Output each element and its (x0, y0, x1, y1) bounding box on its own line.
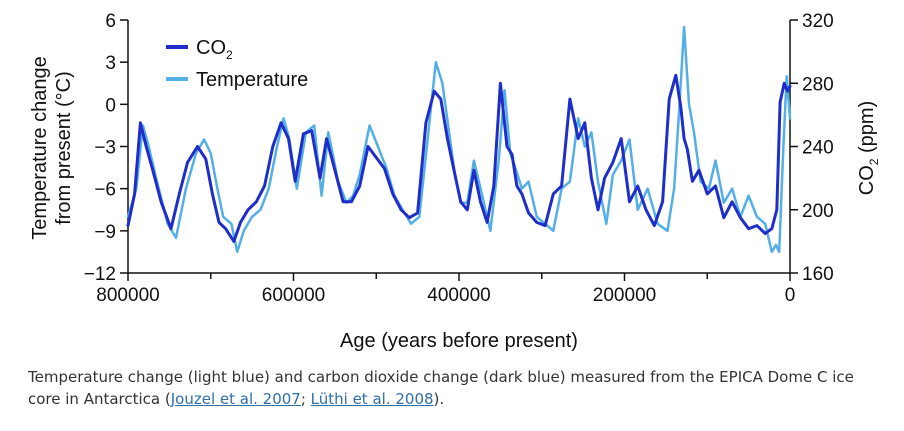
y-left-tick-label: −6 (94, 180, 116, 201)
left-axis-title-line2: from present (°C) (53, 71, 75, 225)
x-tick-label: 0 (785, 285, 796, 306)
x-tick-label: 600000 (262, 285, 325, 306)
citation-link-luthi[interactable]: Lüthi et al. 2008 (310, 390, 434, 408)
caption-text: Temperature change (light blue) and carb… (28, 368, 854, 408)
x-axis-title: Age (years before present) (340, 330, 578, 352)
figure-caption: Temperature change (light blue) and carb… (28, 366, 888, 410)
chart-figure: 6 3 0 −3 −6 −9 −12 320 280 240 200 160 800000 600000 4… (29, 11, 881, 352)
y-right-tick-label: 200 (802, 201, 834, 222)
x-tick-label: 800000 (96, 285, 159, 306)
y-left-tick-label: 0 (105, 95, 116, 116)
series-line-temperature (126, 25, 792, 254)
left-axis-title-line1: Temperature change (29, 56, 51, 239)
y-right-tick-label: 320 (802, 11, 834, 32)
y-left-tick-label: 3 (105, 53, 116, 74)
y-left-tick-label: −3 (94, 138, 116, 159)
citation-link-jouzel[interactable]: Jouzel et al. 2007 (170, 390, 301, 408)
x-tick-label: 200000 (593, 285, 656, 306)
caption-separator: ; (300, 390, 311, 408)
series-line-co2 (126, 73, 792, 243)
y-left-tick-label: −12 (84, 264, 116, 285)
legend-label-co2: CO2 (196, 37, 233, 62)
y-left-tick-label: 6 (105, 11, 116, 32)
legend: CO2 Temperature (166, 37, 308, 91)
y-right-tick-label: 240 (802, 138, 834, 159)
series-layer (126, 25, 792, 254)
x-tick-label: 400000 (427, 285, 490, 306)
right-axis-title: CO2 (ppm) (856, 101, 881, 195)
caption-closing: ). (433, 390, 445, 408)
y-right-tick-label: 280 (802, 74, 834, 95)
legend-label-temperature: Temperature (196, 69, 308, 91)
y-right-tick-label: 160 (802, 264, 834, 285)
axis-ticks: 6 3 0 −3 −6 −9 −12 320 280 240 200 160 800000 600000 4… (84, 11, 834, 306)
y-left-tick-label: −9 (94, 222, 116, 243)
